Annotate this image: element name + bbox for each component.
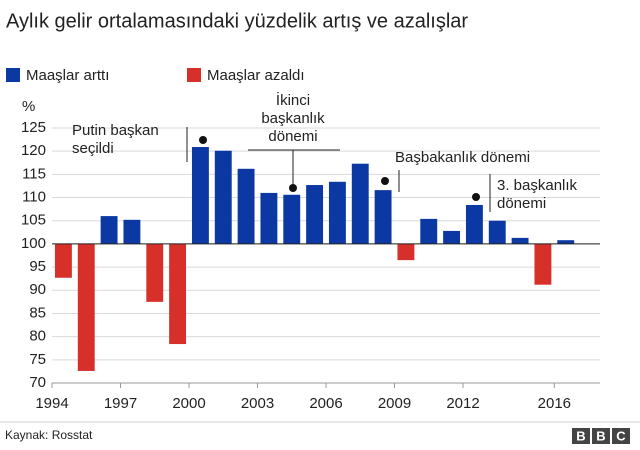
- annotation-text: dönemi: [497, 195, 546, 212]
- bar: [100, 216, 118, 244]
- annotation-text: başkanlık: [261, 110, 325, 127]
- logo-letter: B: [596, 428, 605, 443]
- bar: [191, 147, 209, 244]
- logo: [572, 428, 630, 444]
- y-tick-label: 110: [22, 189, 46, 206]
- bar: [465, 204, 483, 244]
- legend-label: Maaşlar azaldı: [207, 67, 305, 84]
- legend-swatch: [187, 68, 201, 82]
- bar: [169, 243, 187, 345]
- bar: [237, 168, 255, 244]
- x-tick-label: 2006: [309, 395, 342, 412]
- logo-box: [612, 428, 630, 444]
- logo-letter: B: [576, 428, 585, 443]
- bar: [557, 240, 575, 244]
- bar: [306, 185, 324, 244]
- bar: [488, 220, 506, 244]
- y-tick-label: 95: [29, 258, 46, 275]
- annotation-dot: [199, 136, 207, 144]
- bar: [374, 190, 392, 244]
- annotation-text: seçildi: [72, 140, 114, 157]
- y-tick-label: 75: [29, 351, 46, 368]
- y-tick-label: 100: [21, 235, 46, 252]
- bar: [146, 243, 164, 302]
- annotation-text: İkinci: [276, 91, 310, 109]
- annotation-text: Putin başkan: [72, 122, 159, 139]
- bar: [511, 237, 529, 244]
- bar: [328, 181, 346, 244]
- bar: [77, 243, 95, 371]
- source: Kaynak: Rosstat: [5, 428, 93, 442]
- bar: [443, 230, 461, 244]
- y-tick-label: 90: [29, 281, 46, 298]
- y-tick-label: 105: [21, 212, 46, 229]
- y-axis-label: %: [22, 98, 35, 115]
- legend-swatch: [6, 68, 20, 82]
- chart-title: Aylık gelir ortalamasındaki yüzdelik art…: [6, 10, 468, 32]
- annotation-dot: [381, 177, 389, 185]
- annotation-text: 3. başkanlık: [497, 177, 578, 194]
- bar: [54, 243, 72, 278]
- y-tick-label: 80: [29, 328, 46, 345]
- bar: [351, 163, 369, 244]
- bar: [260, 192, 278, 244]
- legend-label: Maaşlar arttı: [26, 67, 109, 84]
- annotation-dot: [289, 184, 297, 192]
- bar: [534, 243, 552, 285]
- x-tick-label: 2016: [538, 395, 571, 412]
- annotation-text: Başbakanlık dönemi: [395, 149, 530, 166]
- bar: [283, 194, 301, 244]
- x-tick-label: 2003: [241, 395, 274, 412]
- y-tick-label: 125: [21, 119, 46, 136]
- annotation-text: dönemi: [268, 128, 317, 145]
- bar: [420, 218, 438, 244]
- x-tick-label: 2012: [446, 395, 479, 412]
- y-tick-label: 70: [29, 374, 46, 391]
- bar: [214, 150, 232, 244]
- logo-box: [572, 428, 590, 444]
- x-tick-label: 1997: [104, 395, 137, 412]
- x-tick-label: 2000: [172, 395, 205, 412]
- y-tick-label: 115: [22, 165, 46, 182]
- y-tick-label: 120: [21, 142, 46, 159]
- x-tick-label: 1994: [35, 395, 68, 412]
- logo-box: [592, 428, 610, 444]
- x-tick-label: 2009: [378, 395, 411, 412]
- annotation-dot: [472, 193, 480, 201]
- bar: [397, 243, 415, 261]
- y-tick-label: 85: [29, 304, 46, 321]
- logo-letter: C: [616, 428, 626, 443]
- bar: [123, 219, 141, 244]
